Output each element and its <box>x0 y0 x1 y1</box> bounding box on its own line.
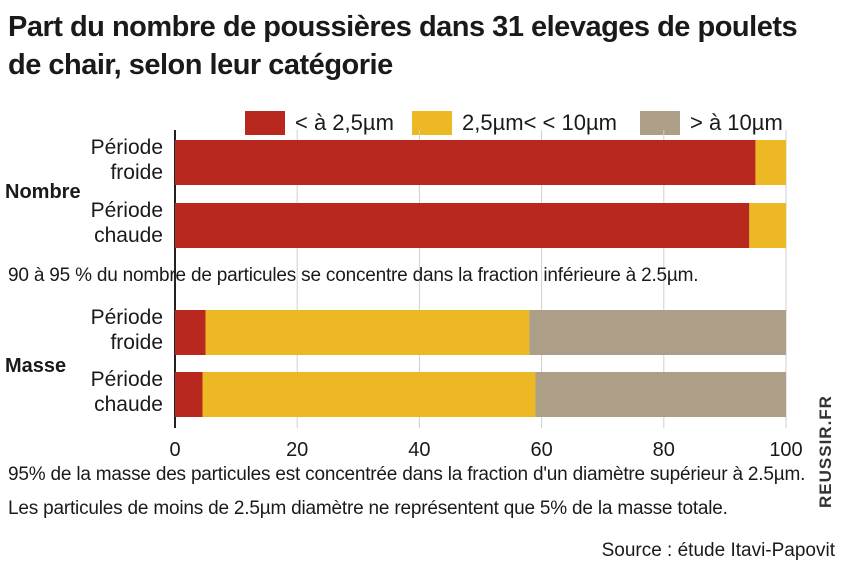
category-label-0-1-1: chaude <box>94 224 163 247</box>
category-label-0-1-0: Période <box>91 199 163 222</box>
x-tick-label-60: 60 <box>530 439 552 461</box>
bar-1-1-series-0 <box>175 372 203 417</box>
source-note: Source : étude Itavi-Papovit <box>601 540 835 561</box>
bar-1-1-series-2 <box>535 372 786 417</box>
bar-1-0-series-0 <box>175 310 206 355</box>
legend-label-large: > à 10µm <box>690 110 783 135</box>
bar-0-1-series-1 <box>749 203 786 248</box>
note-nombre: 90 à 95 % du nombre de particules se con… <box>8 265 699 286</box>
legend-swatch-small <box>245 111 285 135</box>
plot-area: NombrePériodefroidePériodechaudeMassePér… <box>5 130 803 461</box>
bar-0-0-series-1 <box>755 140 786 185</box>
legend-item-large: > à 10µm <box>640 108 783 138</box>
category-label-1-0-1: froide <box>110 331 163 354</box>
bar-1-0-series-2 <box>529 310 786 355</box>
x-tick-label-80: 80 <box>653 439 675 461</box>
category-label-0-0-1: froide <box>110 161 163 184</box>
legend-swatch-medium <box>412 111 452 135</box>
category-label-1-0-0: Période <box>91 306 163 329</box>
chart-title: Part du nombre de poussières dans 31 ele… <box>8 11 798 81</box>
brand-watermark: REUSSIR.FR <box>816 395 835 508</box>
category-label-1-1-1: chaude <box>94 393 163 416</box>
legend-swatch-large <box>640 111 680 135</box>
bar-0-0-series-0 <box>175 140 756 185</box>
note-masse-1: 95% de la masse des particules est conce… <box>8 464 806 485</box>
x-tick-label-20: 20 <box>286 439 308 461</box>
bar-1-1-series-1 <box>202 372 536 417</box>
category-label-1-1-0: Période <box>91 368 163 391</box>
x-tick-label-40: 40 <box>408 439 430 461</box>
legend-item-small: < à 2,5µm <box>245 108 394 138</box>
legend-label-medium: 2,5µm< < 10µm <box>462 110 617 135</box>
x-tick-label-0: 0 <box>169 439 180 461</box>
x-tick-label-100: 100 <box>769 439 802 461</box>
category-label-0-0-0: Période <box>91 136 163 159</box>
bar-1-0-series-1 <box>205 310 530 355</box>
group-label-1: Masse <box>5 355 66 377</box>
group-label-0: Nombre <box>5 181 81 203</box>
legend-item-medium: 2,5µm< < 10µm <box>412 108 617 138</box>
note-masse-2: Les particules de moins de 2.5µm diamètr… <box>8 498 728 519</box>
legend-label-small: < à 2,5µm <box>295 110 394 135</box>
bar-0-1-series-0 <box>175 203 750 248</box>
